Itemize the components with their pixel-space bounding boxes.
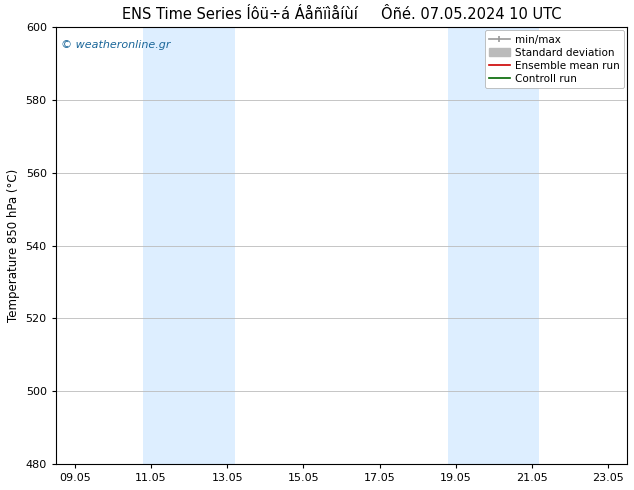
Title: ENS Time Series Íôü÷á Áåñïìåíùí     Ôñé. 07.05.2024 10 UTC: ENS Time Series Íôü÷á Áåñïìåíùí Ôñé. 07.… (122, 7, 561, 22)
Bar (143, 27, 189, 464)
Bar (494, 27, 540, 464)
Y-axis label: Temperature 850 hPa (°C): Temperature 850 hPa (°C) (7, 169, 20, 322)
Text: © weatheronline.gr: © weatheronline.gr (61, 40, 171, 50)
Legend: min/max, Standard deviation, Ensemble mean run, Controll run: min/max, Standard deviation, Ensemble me… (485, 30, 624, 88)
Bar (448, 27, 494, 464)
Bar (189, 27, 235, 464)
